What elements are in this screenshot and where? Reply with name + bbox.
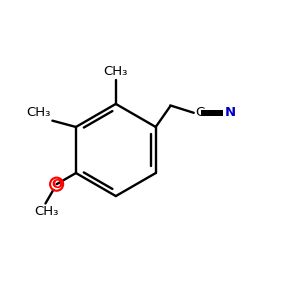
Text: CH₃: CH₃ — [103, 65, 128, 78]
Text: O: O — [51, 178, 62, 191]
Text: CH₃: CH₃ — [34, 205, 58, 218]
Text: CH₃: CH₃ — [26, 106, 51, 119]
Text: N: N — [224, 106, 236, 119]
Text: C: C — [196, 106, 205, 119]
